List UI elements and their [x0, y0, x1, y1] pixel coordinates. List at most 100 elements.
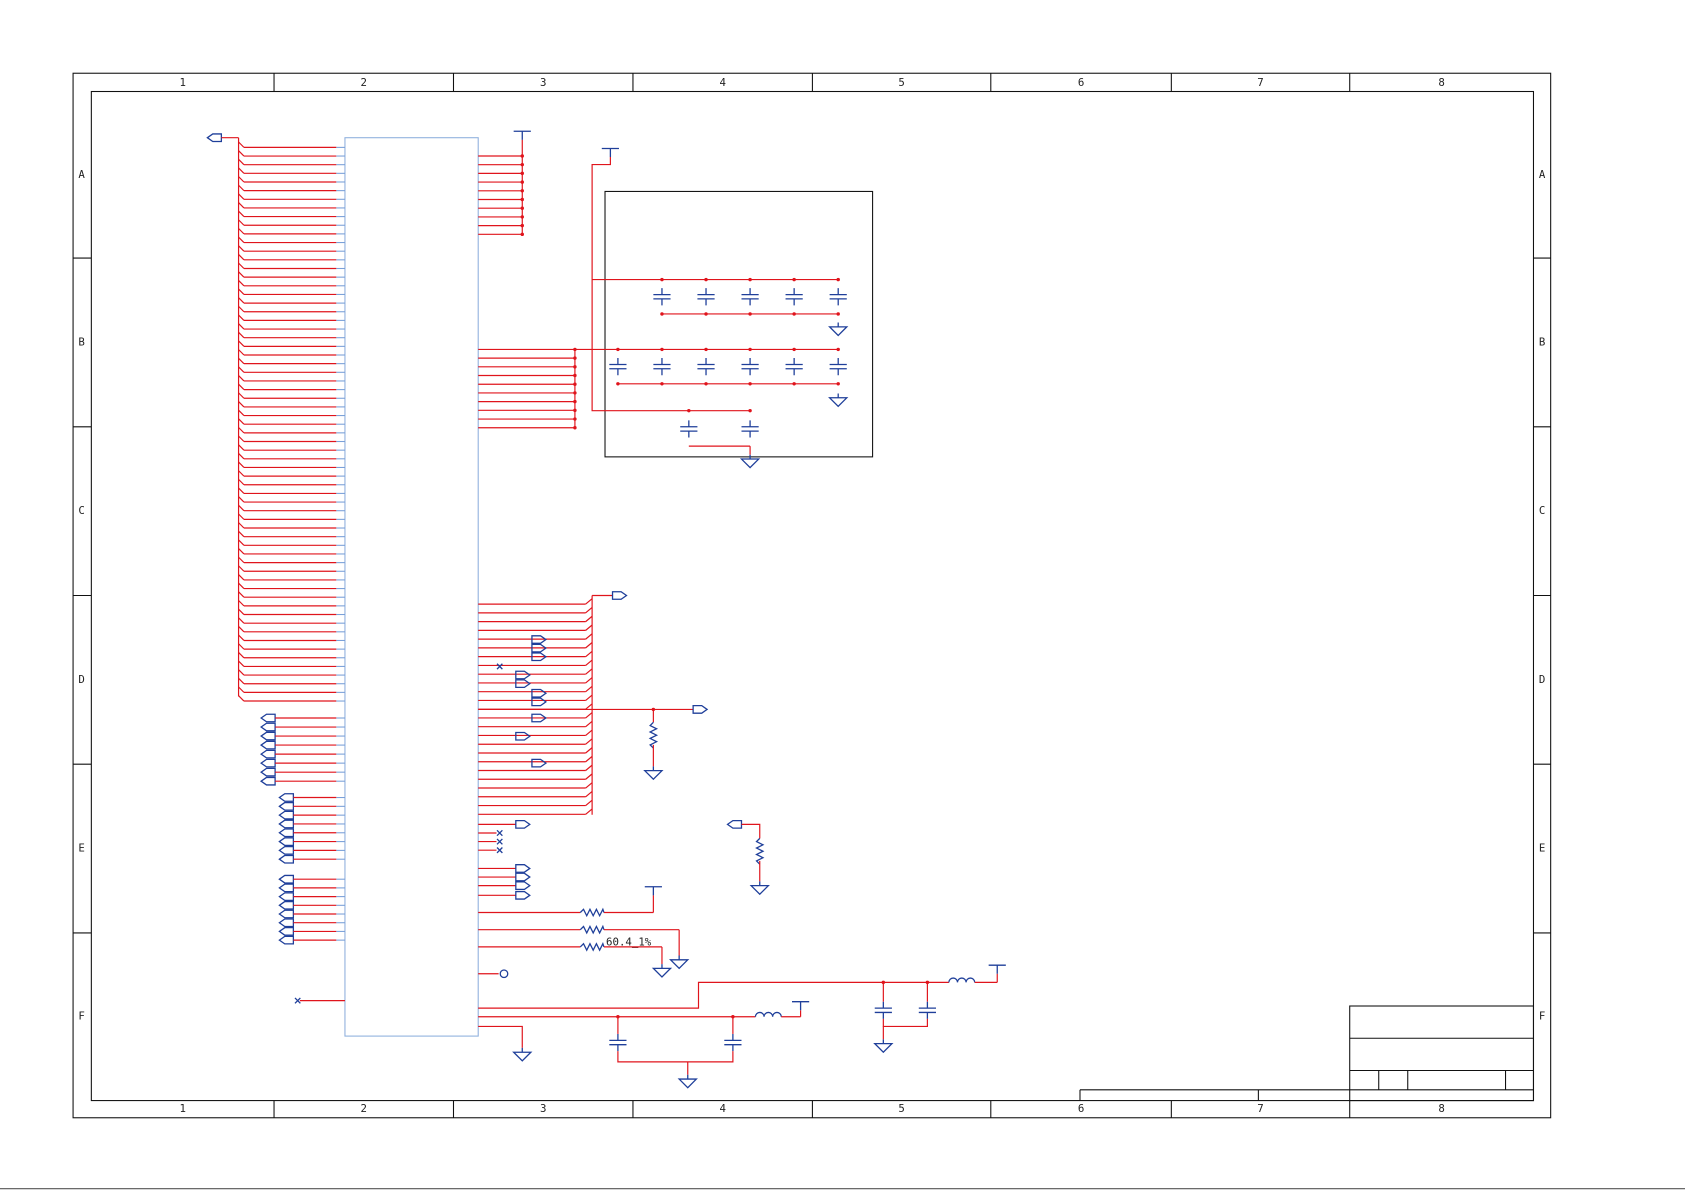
junction [792, 347, 796, 352]
wire [238, 150, 245, 157]
junction [792, 277, 796, 282]
power [513, 130, 531, 140]
capacitor [741, 420, 759, 438]
port [692, 705, 709, 714]
capacitor [697, 288, 715, 306]
junction [748, 408, 752, 413]
column-label: 5 [898, 1102, 904, 1115]
junction [520, 180, 524, 184]
wire [585, 685, 593, 693]
power [988, 964, 1006, 974]
port [278, 874, 295, 884]
port [531, 635, 548, 644]
port [260, 758, 276, 768]
wire [882, 1018, 928, 1028]
wire [585, 694, 593, 701]
wire [585, 712, 593, 719]
port [260, 722, 276, 732]
wire [238, 305, 245, 313]
wire [585, 624, 593, 631]
port [278, 810, 295, 820]
wire [585, 677, 593, 684]
wire [238, 634, 245, 641]
junction [520, 215, 524, 219]
wire [238, 219, 245, 226]
ground [749, 881, 770, 896]
wire [238, 254, 245, 261]
wire [238, 669, 245, 676]
column-label: 6 [1078, 1102, 1084, 1115]
ground [643, 766, 664, 781]
wire [585, 615, 593, 623]
capacitor [829, 288, 847, 306]
port [531, 697, 548, 707]
title-block [1079, 1005, 1535, 1102]
port [278, 892, 295, 902]
junction [660, 347, 664, 352]
ic-body [344, 137, 479, 1037]
wire [238, 167, 245, 174]
capacitor [653, 358, 671, 376]
wire [238, 349, 245, 356]
junction [836, 277, 840, 282]
row-label: A [1539, 168, 1546, 181]
port [206, 133, 223, 143]
wire [238, 556, 245, 564]
port [531, 643, 548, 653]
junction [520, 189, 524, 193]
junction [520, 162, 524, 167]
wire [585, 729, 593, 736]
port [278, 927, 295, 936]
wire [238, 513, 245, 520]
wire [238, 600, 245, 607]
wire [585, 607, 593, 614]
wire [478, 981, 949, 1009]
wire [238, 210, 245, 218]
wire [585, 764, 593, 771]
wire [585, 799, 593, 806]
wire [238, 504, 245, 512]
wire [238, 617, 245, 624]
wire [238, 288, 245, 295]
wire [238, 366, 245, 373]
wire [238, 660, 245, 667]
column-label: 7 [1257, 1102, 1263, 1115]
column-label: 8 [1438, 1102, 1444, 1115]
port [726, 819, 743, 829]
wire [238, 651, 245, 659]
wire [238, 470, 245, 477]
test-point [499, 969, 509, 979]
column-label: 1 [179, 76, 185, 89]
row-label: B [78, 335, 84, 348]
title-block-frame [1349, 1005, 1535, 1102]
capacitor [697, 358, 715, 376]
port [278, 935, 295, 945]
capacitor [741, 288, 759, 306]
column-label: 2 [361, 76, 367, 89]
port [531, 688, 548, 698]
capacitor [829, 358, 847, 376]
capacitor [741, 358, 759, 376]
wire [585, 747, 593, 754]
resistor [579, 924, 605, 935]
wire [238, 184, 245, 192]
column-label: 1 [179, 1102, 185, 1115]
wire [585, 782, 593, 789]
wire [585, 668, 593, 675]
wire [238, 176, 245, 183]
port [515, 881, 531, 891]
row-label: C [78, 504, 84, 517]
row-label: E [78, 842, 84, 855]
no-connect [496, 847, 503, 854]
row-label: E [1539, 842, 1545, 855]
capacitor [609, 1033, 627, 1052]
outer-frame [72, 72, 1552, 1119]
port [515, 872, 531, 882]
junction [748, 347, 752, 352]
wire [238, 608, 245, 615]
port [611, 591, 628, 600]
port [260, 767, 276, 777]
wire [238, 453, 245, 460]
junction [748, 277, 752, 282]
